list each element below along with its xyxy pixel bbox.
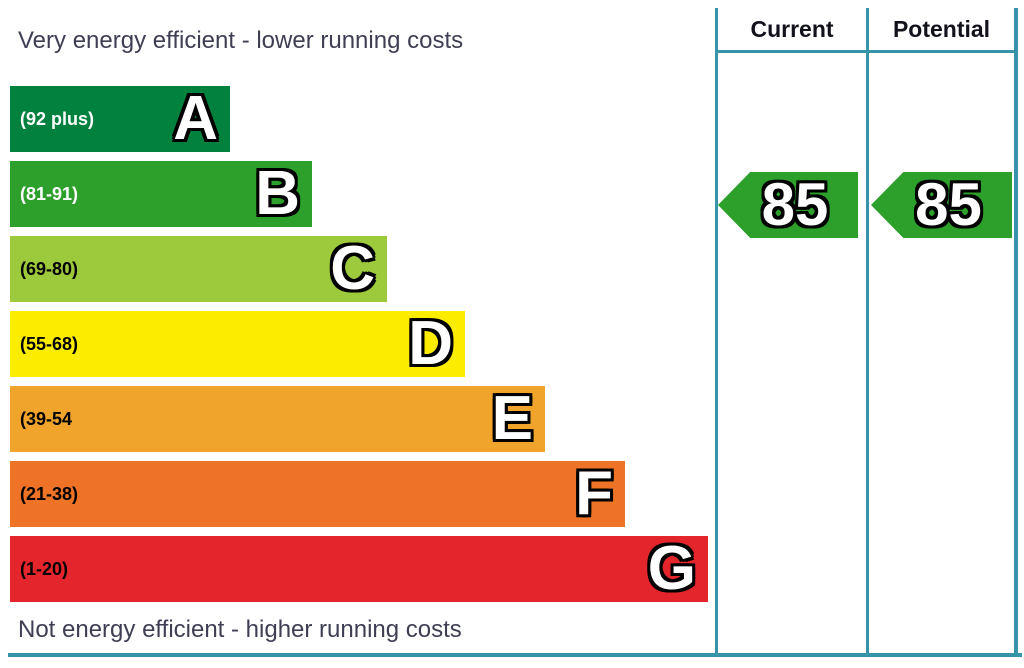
band-letter: G [647,534,696,603]
band-range-label: (55-68) [20,333,79,354]
table-middle-divider [866,8,869,654]
band-range-label: (39-54 [20,408,73,429]
current-rating-arrow: 85 [718,172,858,238]
band-row: (39-54 E [10,386,545,452]
band-row: (55-68) D [10,311,465,377]
table-right-border [1014,8,1018,654]
band-row: (81-91) B [10,161,312,227]
current-column-header: Current [750,16,834,42]
band-letter: B [255,159,300,228]
table-left-divider [715,8,718,654]
potential-column-header: Potential [892,16,991,42]
table-header-underline [715,50,1018,53]
potential-rating-value: 85 [915,171,982,238]
band-row: (1-20) G [10,536,708,602]
band-letter: A [173,84,218,153]
band-letter: C [330,234,375,303]
top-caption: Very energy efficient - lower running co… [18,27,464,54]
potential-rating-arrow: 85 [871,172,1012,238]
band-letter: F [575,459,613,528]
current-rating-value: 85 [761,171,829,238]
bottom-border-line [8,653,1022,657]
band-range-label: (92 plus) [20,108,95,129]
band-range-label: (21-38) [20,483,79,504]
band-range-label: (1-20) [20,558,69,579]
band-range-label: (69-80) [20,258,79,279]
band-row: (92 plus) A [10,86,230,152]
band-letter: E [491,384,533,453]
band-letter: D [408,309,453,378]
bottom-caption: Not energy efficient - higher running co… [18,616,462,643]
band-row: (69-80) C [10,236,387,302]
band-range-label: (81-91) [20,183,79,204]
band-row: (21-38) F [10,461,625,527]
